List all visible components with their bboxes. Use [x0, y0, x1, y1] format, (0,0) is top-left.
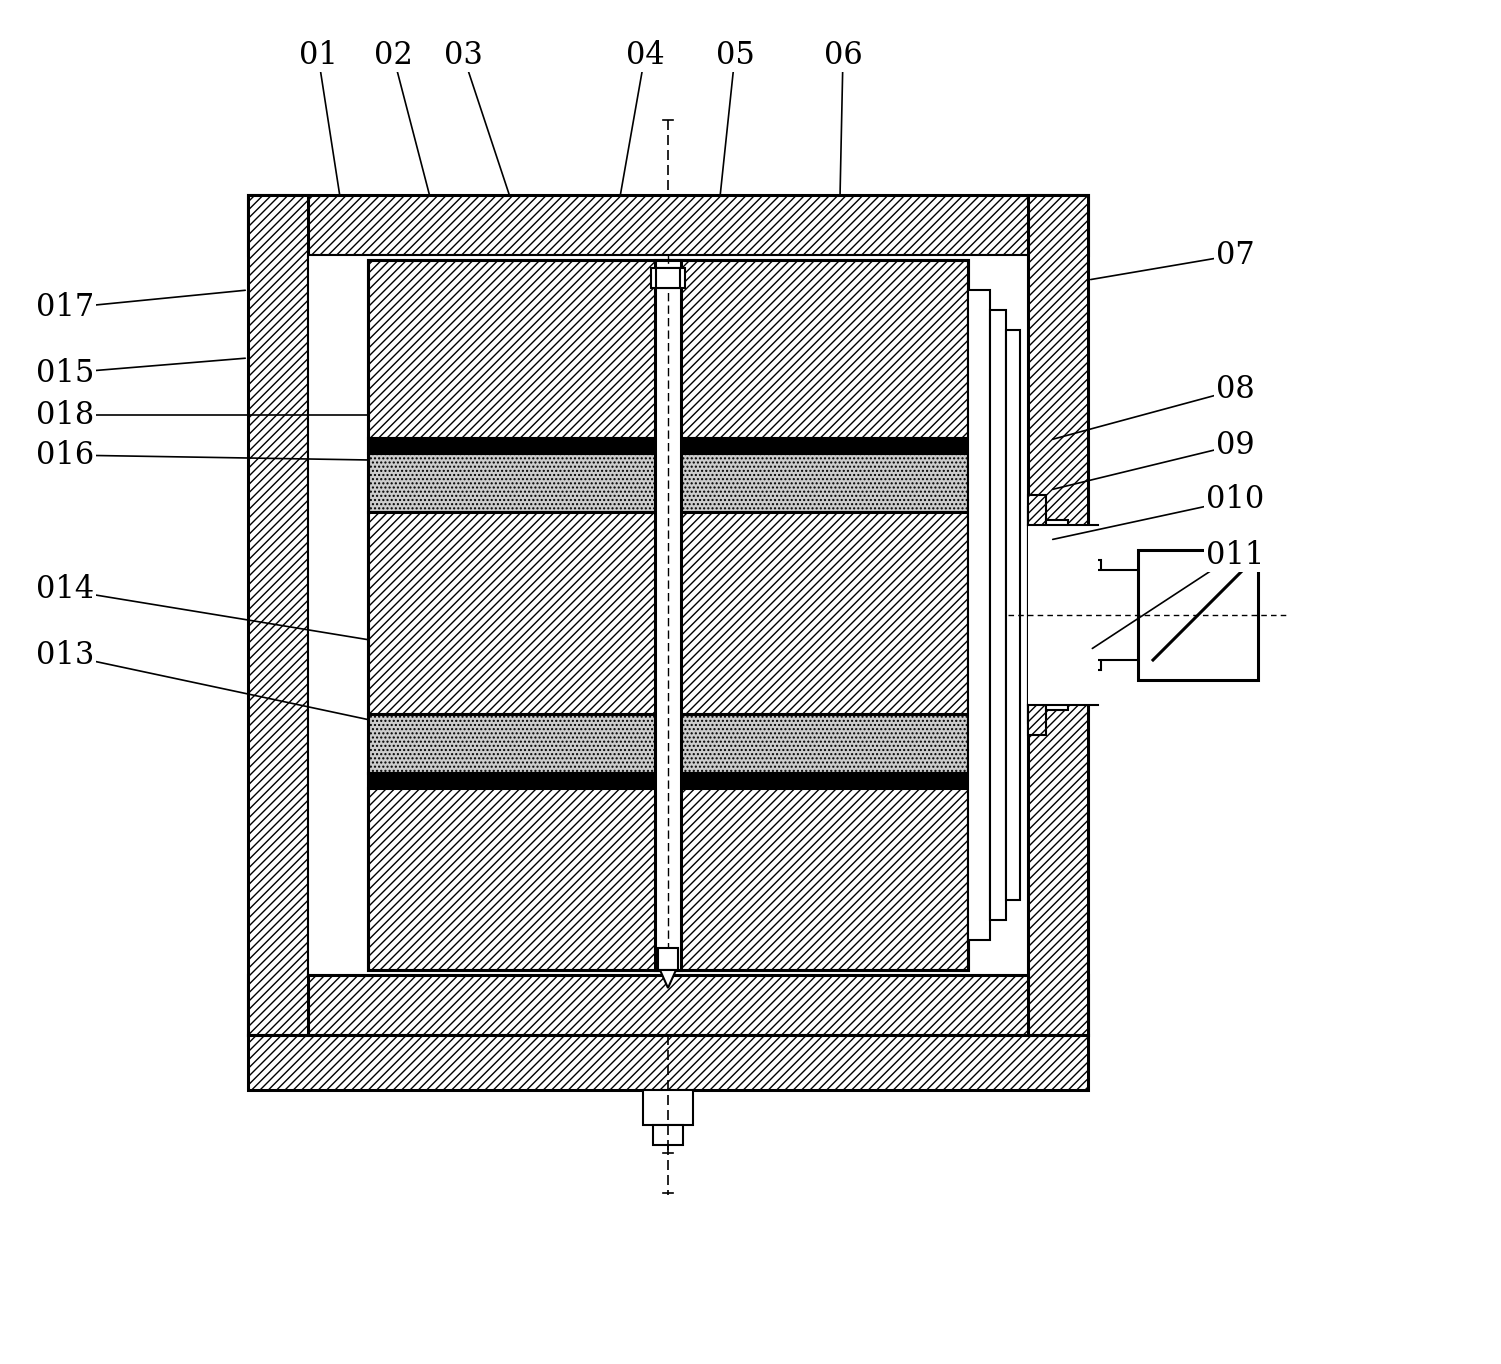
Bar [651, 267, 684, 288]
Bar [248, 1035, 1088, 1090]
Bar [368, 512, 968, 713]
Bar [368, 438, 968, 453]
Bar [368, 713, 968, 773]
Text: 011: 011 [1205, 540, 1264, 570]
Bar [368, 261, 968, 970]
Bar [368, 453, 968, 512]
Bar [1046, 520, 1069, 711]
Text: 017: 017 [36, 292, 95, 323]
Bar [653, 1125, 683, 1144]
Bar [1088, 570, 1138, 660]
Bar [248, 195, 308, 1035]
Bar [1087, 561, 1102, 670]
Text: 03: 03 [444, 40, 482, 71]
Bar [654, 261, 681, 970]
Text: 05: 05 [716, 40, 755, 71]
Bar [368, 788, 968, 970]
Text: 018: 018 [36, 400, 95, 431]
Bar [1028, 495, 1046, 735]
Text: 04: 04 [626, 40, 665, 71]
Text: 02: 02 [374, 40, 413, 71]
Text: 010: 010 [1205, 484, 1264, 516]
Text: 09: 09 [1216, 430, 1255, 461]
Text: 015: 015 [36, 357, 95, 389]
Bar [1069, 540, 1087, 690]
Text: 07: 07 [1216, 240, 1255, 270]
Bar [968, 291, 991, 940]
Bar [248, 975, 1088, 1035]
Bar [1028, 195, 1088, 1035]
Text: 01: 01 [299, 40, 338, 71]
Bar [1006, 330, 1021, 900]
Bar [1028, 525, 1099, 705]
Polygon shape [660, 970, 675, 988]
Text: 06: 06 [824, 40, 863, 71]
Bar [368, 773, 968, 788]
Bar [368, 261, 968, 438]
Bar [657, 948, 678, 970]
Bar [656, 267, 680, 288]
Bar [642, 1090, 693, 1125]
Bar [308, 255, 1028, 975]
Text: 014: 014 [36, 574, 95, 606]
Text: 013: 013 [36, 640, 95, 671]
Text: 08: 08 [1216, 375, 1255, 405]
Bar [248, 195, 1088, 255]
Bar [1138, 550, 1258, 681]
Text: 016: 016 [36, 439, 95, 471]
Bar [991, 310, 1006, 919]
